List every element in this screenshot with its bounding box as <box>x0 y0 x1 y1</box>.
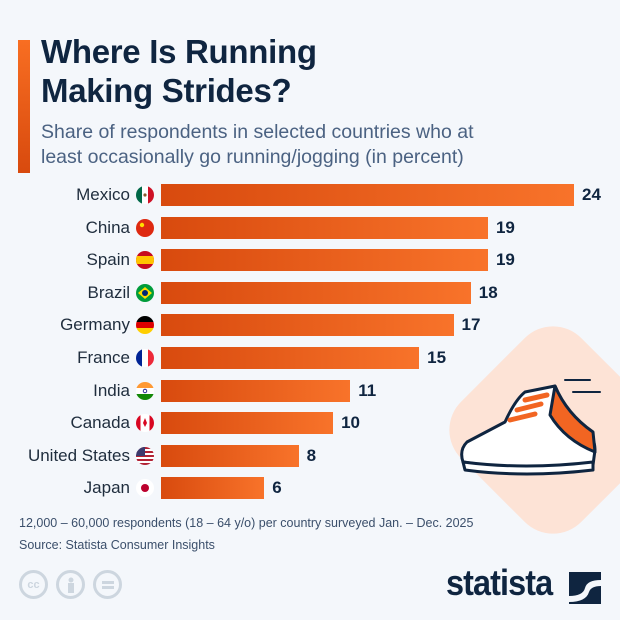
united-states-flag-icon <box>136 446 154 465</box>
title-line: Where Is Running <box>41 33 317 70</box>
category-label: Canada <box>70 413 130 433</box>
title-accent-bar <box>18 40 30 173</box>
data-label: 8 <box>306 445 317 465</box>
attribution-icon[interactable] <box>56 570 85 599</box>
running-shoe-icon <box>460 379 601 476</box>
spain-flag-icon <box>136 251 154 270</box>
statista-logo[interactable]: statista <box>446 562 553 603</box>
bar-india <box>161 379 351 402</box>
category-label: Mexico <box>76 185 130 204</box>
title-line: Making Strides? <box>41 72 292 109</box>
no-derivatives-icon[interactable] <box>93 570 122 599</box>
chart-title: Where Is Running Making Strides? <box>41 32 317 110</box>
bar-canada <box>161 412 334 435</box>
data-label: 10 <box>341 413 360 433</box>
mexico-flag-icon <box>136 186 154 204</box>
france-flag-icon <box>136 349 154 367</box>
creative-commons-icon[interactable]: cc <box>19 570 48 599</box>
bar-brazil <box>161 281 471 304</box>
category-label: China <box>85 217 130 237</box>
data-label: 17 <box>461 315 481 335</box>
data-label: 15 <box>427 348 447 367</box>
category-label: France <box>77 348 130 367</box>
canada-flag-icon <box>136 414 154 433</box>
category-label: India <box>93 380 130 400</box>
brazil-flag-icon <box>136 283 154 302</box>
bar-france <box>161 347 420 369</box>
survey-note: 12,000 – 60,000 respondents (18 – 64 y/o… <box>19 516 474 530</box>
data-label: 18 <box>478 282 498 302</box>
bar-china <box>161 216 488 239</box>
category-label: Spain <box>86 250 130 270</box>
bar-germany <box>161 314 454 337</box>
data-label: 19 <box>495 250 515 270</box>
india-flag-icon <box>136 381 154 400</box>
china-flag-icon <box>136 218 154 237</box>
category-label: Brazil <box>87 282 130 302</box>
subtitle-line: Share of respondents in selected countri… <box>41 121 474 143</box>
data-label: 24 <box>582 185 601 204</box>
bar-spain <box>161 249 488 272</box>
category-label: Japan <box>83 478 130 498</box>
bar-united-states <box>161 444 299 467</box>
category-label: United States <box>27 445 130 465</box>
bar-japan <box>161 477 265 500</box>
data-label: 19 <box>495 217 515 237</box>
bar-mexico <box>161 184 574 206</box>
subtitle-line: least occasionally go running/jogging (i… <box>41 146 464 168</box>
statista-logo-mark-icon <box>569 572 601 604</box>
category-label: Germany <box>60 315 130 335</box>
germany-flag-icon <box>136 316 154 335</box>
data-label: 11 <box>358 380 377 400</box>
data-label: 6 <box>272 478 282 498</box>
chart-subtitle: Share of respondents in selected countri… <box>41 120 474 170</box>
japan-flag-icon <box>136 479 154 498</box>
source-note: Source: Statista Consumer Insights <box>19 538 215 552</box>
